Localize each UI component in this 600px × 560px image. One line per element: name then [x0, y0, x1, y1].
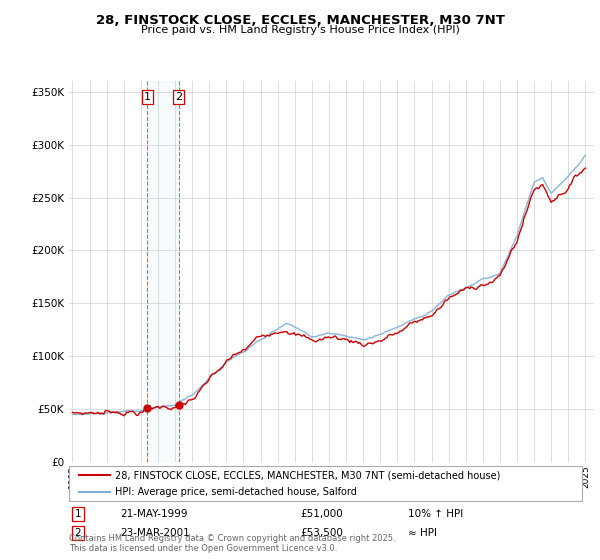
Text: £53,500: £53,500	[300, 528, 343, 538]
Text: £51,000: £51,000	[300, 509, 343, 519]
Text: 1: 1	[144, 92, 151, 102]
Text: 1: 1	[74, 509, 82, 519]
Text: 10% ↑ HPI: 10% ↑ HPI	[408, 509, 463, 519]
Text: 28, FINSTOCK CLOSE, ECCLES, MANCHESTER, M30 7NT (semi-detached house): 28, FINSTOCK CLOSE, ECCLES, MANCHESTER, …	[115, 470, 500, 480]
Text: ≈ HPI: ≈ HPI	[408, 528, 437, 538]
Text: 2: 2	[175, 92, 182, 102]
FancyBboxPatch shape	[69, 466, 582, 501]
Text: 2: 2	[74, 528, 82, 538]
Text: Price paid vs. HM Land Registry's House Price Index (HPI): Price paid vs. HM Land Registry's House …	[140, 25, 460, 35]
Text: 21-MAY-1999: 21-MAY-1999	[120, 509, 187, 519]
Text: 23-MAR-2001: 23-MAR-2001	[120, 528, 190, 538]
Text: HPI: Average price, semi-detached house, Salford: HPI: Average price, semi-detached house,…	[115, 487, 357, 497]
Bar	[147, 81, 179, 462]
Text: 28, FINSTOCK CLOSE, ECCLES, MANCHESTER, M30 7NT: 28, FINSTOCK CLOSE, ECCLES, MANCHESTER, …	[95, 14, 505, 27]
Text: Contains HM Land Registry data © Crown copyright and database right 2025.
This d: Contains HM Land Registry data © Crown c…	[69, 534, 395, 553]
